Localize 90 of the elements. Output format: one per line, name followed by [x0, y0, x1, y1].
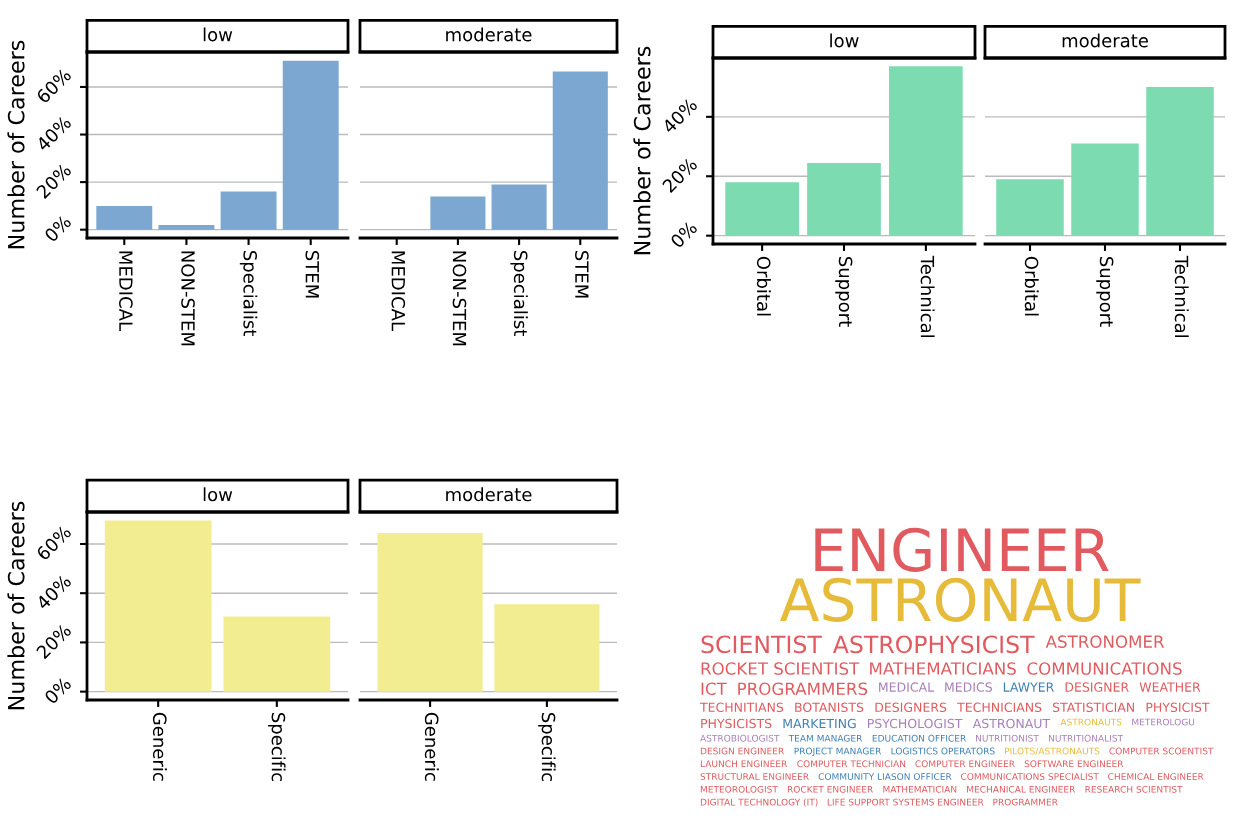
x-tick-label: Generic: [424, 712, 439, 781]
bar: [725, 182, 799, 236]
text: RESEARCH SCIENTIST: [1085, 785, 1183, 793]
text: LOGISTICS OPERATORS: [891, 747, 995, 755]
bar: [889, 66, 963, 236]
text: COMMUNICATIONS: [1027, 662, 1182, 675]
text: PILOTS/ASTRONAUTS: [1005, 747, 1100, 756]
text: STRUCTURAL ENGINEER: [700, 773, 809, 780]
text: PHYSICISTS: [701, 718, 772, 729]
y-axis-title: Number of Careers: [7, 40, 25, 249]
bar: [282, 60, 339, 230]
bar: [96, 205, 153, 230]
x-tick-label: NON-STEM: [452, 251, 467, 346]
text: ASTROPHYSICIST: [832, 635, 1035, 654]
text: ASTRONAUT: [780, 577, 1141, 622]
text: MATHEMATICIANS: [870, 662, 1016, 675]
text: TECHNICIANS: [957, 702, 1042, 713]
text: PROJECT MANAGER: [794, 747, 882, 757]
bar: [220, 191, 277, 230]
text: ASTRONAUT: [972, 718, 1051, 729]
x-tick-label: MEDICAL: [391, 251, 406, 331]
bar: [807, 162, 881, 236]
text: NUTRITIONALIST: [1049, 734, 1124, 742]
text: ENGINEER: [815, 527, 1109, 572]
text: PHYSICIST: [1146, 702, 1210, 713]
y-tick-label: 0%: [669, 220, 699, 249]
text: METEROLOGU: [1132, 718, 1195, 726]
text: WEATHER: [1139, 682, 1201, 692]
chart-title: moderate: [1062, 33, 1148, 48]
text: METEOROLOGIST: [700, 785, 778, 793]
chart-title: low: [830, 33, 859, 48]
x-tick-label: Orbital: [1024, 256, 1039, 316]
y-axis-title: Number of Careers: [633, 46, 651, 255]
text: DIGITAL TECHNOLOGY (IT): [700, 798, 818, 807]
text: SCIENTIST: [701, 635, 822, 654]
text: ASTRONAUTS: [1060, 718, 1122, 726]
x-tick-label: NON-STEM: [181, 251, 195, 346]
text: COMPUTER TECHNICIAN: [797, 760, 906, 768]
text: MARKETING: [783, 718, 856, 729]
text: EDUCATION OFFICER: [872, 734, 966, 742]
text: STATISTICIAN: [1052, 702, 1134, 713]
x-tick-label: STEM: [305, 251, 320, 298]
text: BOTANISTS: [795, 702, 864, 713]
text: SOFTWARE ENGINEER: [1024, 760, 1124, 768]
text: PROGRAMMER: [993, 798, 1058, 806]
chart-title: low: [203, 487, 233, 502]
text: MEDICS: [945, 682, 992, 692]
text: ROCKET SCIENTIST: [701, 662, 860, 675]
x-tick-label: MEDICAL: [119, 251, 133, 331]
x-tick-label: Technical: [920, 255, 935, 338]
text: LAUNCH ENGINEER: [700, 760, 788, 768]
y-tick-label: 0%: [43, 214, 73, 243]
text: ASTROBIOLOGIST: [700, 734, 780, 742]
text: COMPUTER SCOENTIST: [1109, 747, 1214, 755]
text: ASTRONOMER: [1045, 635, 1165, 648]
x-tick-label: Support: [1096, 257, 1114, 327]
text: DESIGNER: [1065, 682, 1129, 692]
text: ICT: [701, 682, 727, 696]
text: MATHEMATICIAN: [883, 785, 957, 793]
text: PSYCHOLOGIST: [867, 718, 963, 729]
chart-title: moderate: [446, 487, 532, 502]
text: COMPUTER ENGINEER: [915, 760, 1015, 768]
text: MECHANICAL ENGINEER: [967, 785, 1076, 793]
y-axis-title: Number of Careers: [7, 501, 25, 710]
text: COMMUNITY LIASON OFFICER: [818, 773, 952, 780]
x-tick-label: Specialist: [510, 251, 528, 336]
text: TECHNITIANS: [699, 702, 784, 713]
text: DESIGN ENGINEER: [700, 747, 784, 755]
text: ROCKET ENGINEER: [787, 785, 873, 793]
chart-title: moderate: [446, 27, 532, 42]
text: NUTRITIONIST: [976, 734, 1039, 742]
text: MEDICAL: [879, 682, 935, 692]
text: LIFE SUPPORT SYSTEMS ENGINEER: [827, 798, 984, 806]
x-tick-label: Orbital: [756, 256, 771, 316]
bar: [158, 224, 215, 230]
x-tick-label: Specialist: [239, 251, 258, 336]
chart-title: low: [203, 27, 233, 42]
text: CHEMICAL ENGINEER: [1108, 773, 1204, 780]
x-tick-label: Specific: [268, 713, 286, 781]
text: DESIGNERS: [875, 702, 947, 713]
text: PROGRAMMERS: [738, 682, 868, 696]
y-tick-label: 0%: [43, 676, 73, 705]
x-tick-label: Specific: [538, 713, 556, 781]
text: TEAM MANAGER: [788, 734, 863, 742]
text: LAWYER: [1003, 682, 1054, 692]
x-tick-label: Technical: [1174, 255, 1189, 338]
x-tick-label: Support: [835, 257, 853, 327]
x-tick-label: STEM: [575, 251, 589, 298]
text: COMMUNICATIONS SPECIALIST: [961, 773, 1099, 780]
x-tick-label: Generic: [152, 712, 167, 781]
